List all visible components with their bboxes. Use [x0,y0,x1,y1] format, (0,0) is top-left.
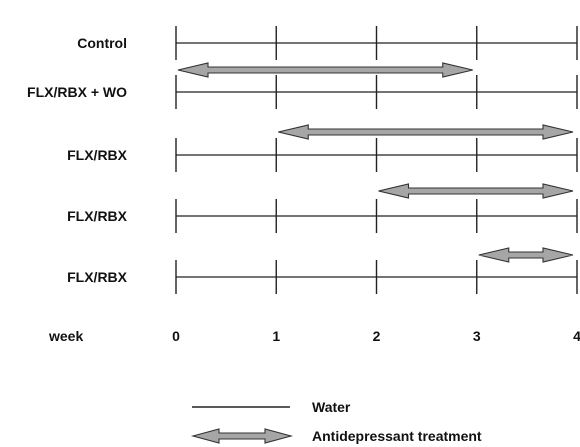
timeline-rows: Control FLX/RBX + WO FLX/RBX FLX/RBX FLX/RBX [27,26,578,294]
treatment-arrow [177,62,473,78]
treatment-arrow [378,183,574,199]
row-label: FLX/RBX [67,208,128,224]
week-tick-label: 3 [473,328,481,344]
timeline-row: FLX/RBX + WO [27,62,578,109]
timeline-row: Control [77,26,578,60]
row-label: FLX/RBX [67,269,128,285]
row-label: Control [77,35,127,51]
treatment-arrow [478,247,574,263]
timeline-row: FLX/RBX [67,183,578,233]
legend-water-label: Water [312,399,351,415]
week-tick-label: 1 [272,328,280,344]
legend-treatment-arrow [190,428,294,444]
axis-label: week [48,328,83,344]
legend-treatment-label: Antidepressant treatment [312,428,482,444]
week-tick-label: 4 [573,328,580,344]
row-label: FLX/RBX [67,147,128,163]
week-tick-label: 0 [172,328,180,344]
timeline-row: FLX/RBX [67,124,578,172]
timeline-row: FLX/RBX [67,247,578,294]
treatment-arrow [278,124,574,140]
week-tick-label: 2 [373,328,381,344]
row-label: FLX/RBX + WO [27,84,127,100]
legend: Water Antidepressant treatment [190,399,482,444]
week-axis: week 0 1 2 3 4 [48,328,580,344]
